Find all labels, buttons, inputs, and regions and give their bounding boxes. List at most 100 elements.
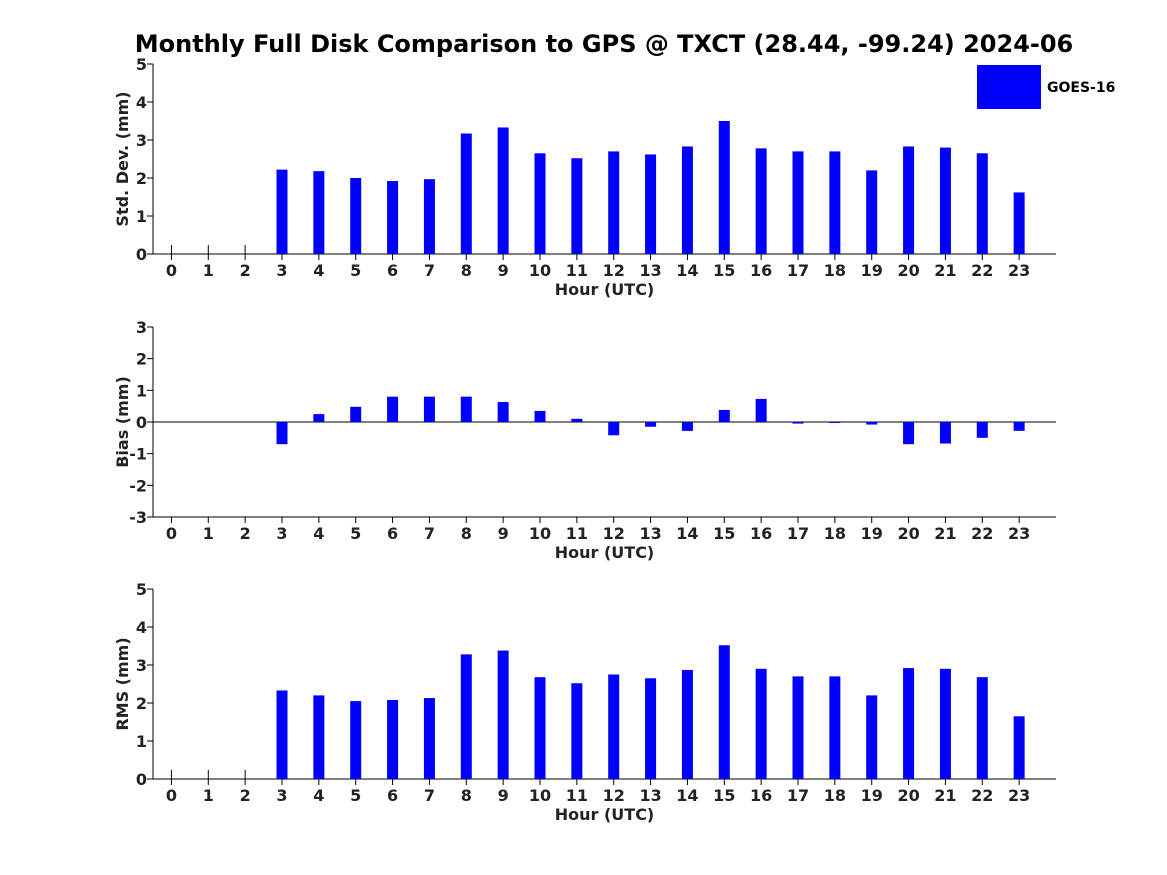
bias-xtick-label: 22 [971, 524, 993, 543]
bias-xtick-label: 0 [166, 524, 177, 543]
bias-xtick-label: 2 [240, 524, 251, 543]
bias-bar [497, 402, 509, 422]
std_dev-xtick-label: 8 [461, 261, 472, 280]
bias-bar [681, 422, 693, 431]
bias-xtick-label: 5 [350, 524, 361, 543]
std_dev-bar [497, 127, 509, 254]
std_dev-xtick-label: 19 [861, 261, 883, 280]
bias-xtick-label: 21 [934, 524, 956, 543]
rms-bar [681, 669, 693, 779]
std_dev-bar [903, 146, 915, 254]
bias-bar [792, 422, 804, 424]
bias-xlabel: Hour (UTC) [555, 543, 655, 562]
rms-xtick-label: 21 [934, 786, 956, 805]
std_dev-xtick-label: 9 [498, 261, 509, 280]
std_dev-ylabel: Std. Dev. (mm) [113, 91, 132, 226]
rms-bar [755, 668, 767, 779]
rms-bar [718, 645, 730, 779]
std_dev-bar [423, 179, 435, 254]
rms-ytick-label: 4 [136, 618, 147, 637]
rms-bar [792, 676, 804, 779]
std_dev-ytick-label: 2 [136, 169, 147, 188]
std_dev-xtick-label: 13 [639, 261, 661, 280]
std_dev-xtick-label: 0 [166, 261, 177, 280]
std_dev-bar [313, 171, 325, 254]
bias-bar [460, 396, 472, 422]
rms-xtick-label: 12 [603, 786, 625, 805]
bias-xtick-label: 14 [676, 524, 698, 543]
rms-xtick-label: 23 [1008, 786, 1030, 805]
bias-bar [976, 422, 988, 438]
std_dev-bar [792, 151, 804, 254]
rms-bar [571, 683, 583, 779]
chart-title: Monthly Full Disk Comparison to GPS @ TX… [135, 30, 1074, 58]
rms-xtick-label: 18 [824, 786, 846, 805]
rms-xtick-label: 1 [203, 786, 214, 805]
std_dev-ytick-label: 5 [136, 55, 147, 74]
bias-xtick-label: 1 [203, 524, 214, 543]
rms-xlabel: Hour (UTC) [555, 805, 655, 824]
std_dev-bar [1013, 192, 1025, 254]
rms-bar [313, 695, 325, 779]
std_dev-xtick-label: 16 [750, 261, 772, 280]
std_dev-xlabel: Hour (UTC) [555, 280, 655, 299]
std_dev-bar [645, 154, 657, 254]
std_dev-bar [829, 151, 841, 254]
std_dev-bar [755, 148, 767, 254]
rms-bar [866, 695, 878, 779]
bias-xtick-label: 6 [387, 524, 398, 543]
bias-bar [645, 422, 657, 427]
rms-xtick-label: 20 [897, 786, 919, 805]
rms-xtick-label: 7 [424, 786, 435, 805]
rms-bar [460, 654, 472, 779]
rms-bar [645, 678, 657, 779]
std_dev-bar [608, 151, 620, 254]
rms-xtick-label: 17 [787, 786, 809, 805]
std_dev-xtick-label: 11 [566, 261, 588, 280]
std_dev-bar [276, 169, 288, 254]
bias-ytick-label: -3 [129, 508, 147, 527]
std_dev-ytick-label: 3 [136, 131, 147, 150]
std_dev-xtick-label: 1 [203, 261, 214, 280]
rms-xtick-label: 5 [350, 786, 361, 805]
rms-ylabel: RMS (mm) [113, 637, 132, 730]
rms-axes [152, 589, 1056, 780]
bias-bar [387, 396, 399, 422]
rms-xtick-label: 14 [676, 786, 698, 805]
bias-ytick-label: 0 [136, 413, 147, 432]
bias-bar [276, 422, 288, 445]
bias-ylabel: Bias (mm) [113, 376, 132, 468]
std_dev-xtick-label: 14 [676, 261, 698, 280]
std_dev-xtick-label: 22 [971, 261, 993, 280]
legend-swatch [977, 65, 1041, 109]
rms-ytick-label: 0 [136, 770, 147, 789]
bias-xtick-label: 23 [1008, 524, 1030, 543]
rms-bar [939, 668, 951, 779]
rms-bar [387, 699, 399, 779]
std_dev-bar [387, 181, 399, 254]
std_dev-bar [534, 153, 546, 254]
rms-xtick-label: 13 [639, 786, 661, 805]
std_dev-xtick-label: 5 [350, 261, 361, 280]
bias-xtick-label: 4 [313, 524, 324, 543]
bias-bar [718, 409, 730, 422]
rms-bar [497, 650, 509, 779]
std_dev-xtick-label: 7 [424, 261, 435, 280]
bias-ytick-label: 3 [136, 318, 147, 337]
rms-bar [608, 674, 620, 779]
std_dev-bar [571, 158, 583, 254]
std_dev-xtick-label: 17 [787, 261, 809, 280]
bias-xtick-label: 7 [424, 524, 435, 543]
bias-xtick-label: 8 [461, 524, 472, 543]
std_dev-bar [681, 146, 693, 254]
rms-xtick-label: 11 [566, 786, 588, 805]
bias-ytick-label: -1 [129, 445, 147, 464]
bias-xtick-label: 18 [824, 524, 846, 543]
bias-bar [423, 396, 435, 422]
std_dev-xtick-label: 2 [240, 261, 251, 280]
std_dev-xtick-label: 21 [934, 261, 956, 280]
std_dev-xtick-label: 10 [529, 261, 551, 280]
rms-xtick-label: 6 [387, 786, 398, 805]
